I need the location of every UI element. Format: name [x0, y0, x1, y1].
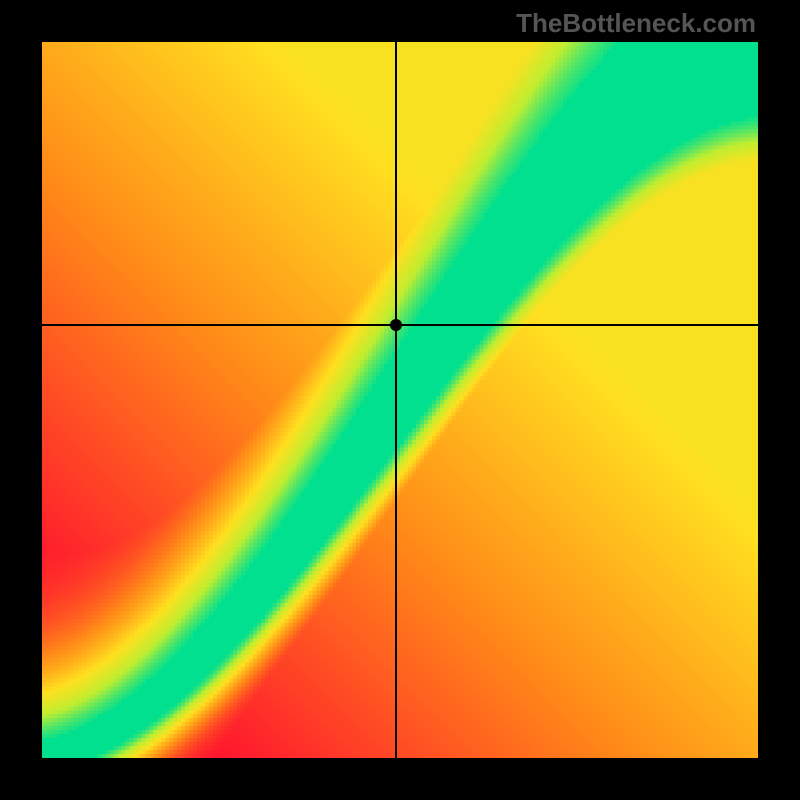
watermark-text: TheBottleneck.com: [516, 8, 756, 39]
bottleneck-heatmap: [42, 42, 758, 758]
crosshair-vertical: [395, 42, 397, 758]
